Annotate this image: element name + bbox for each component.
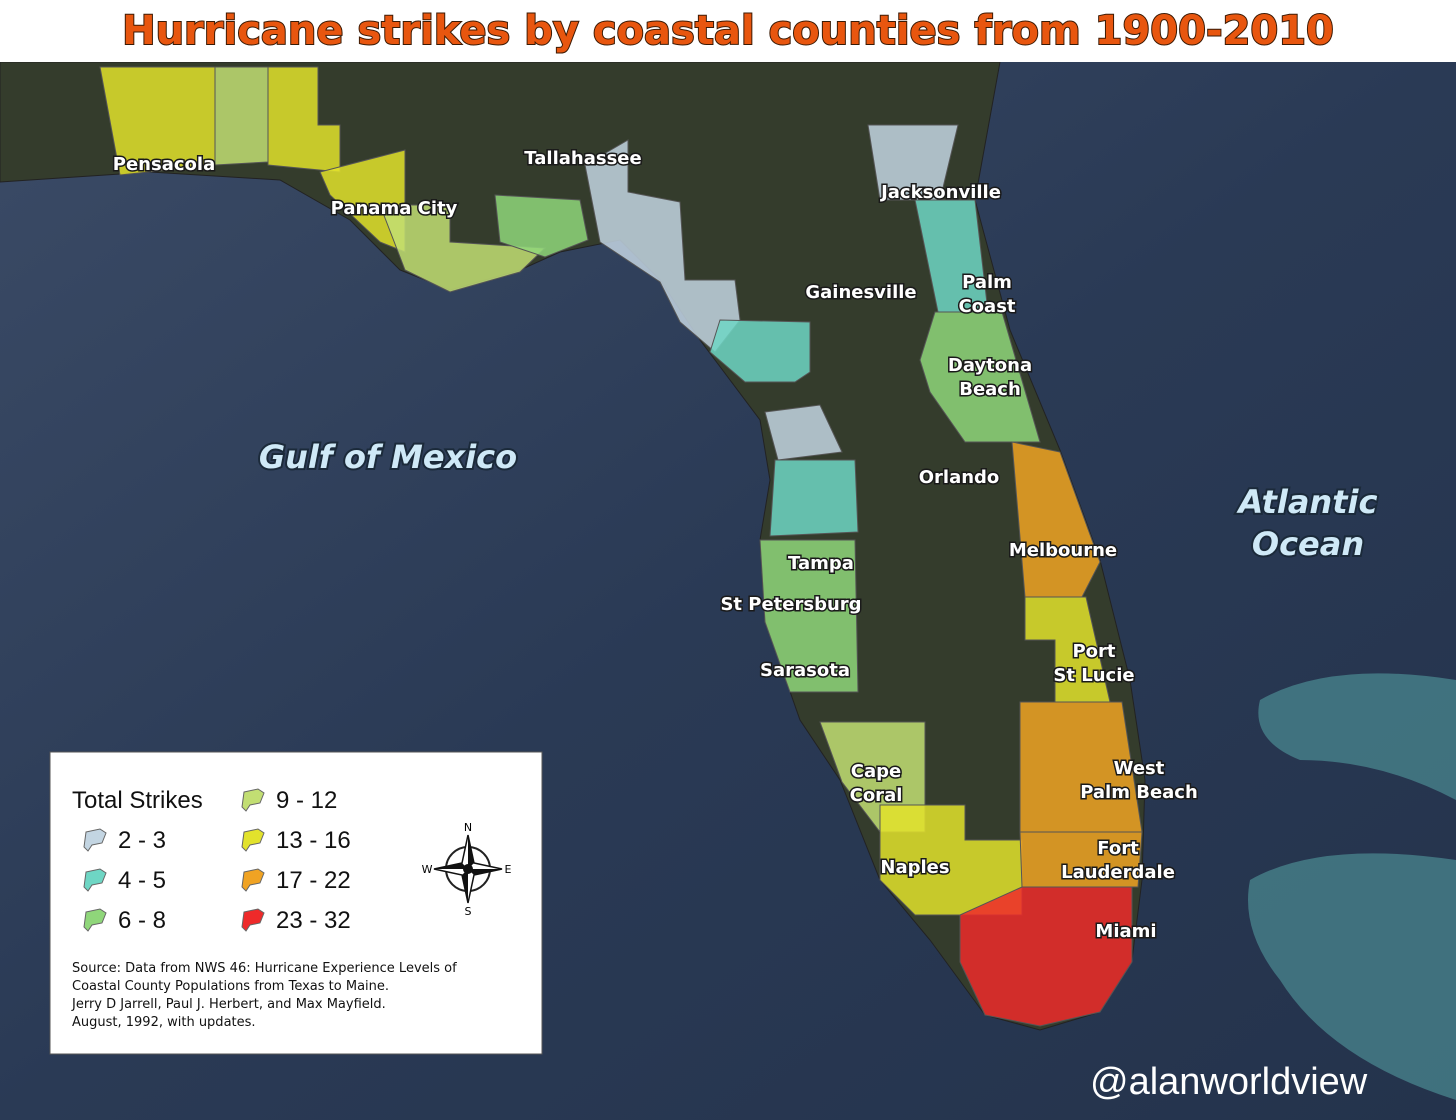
city-label: Coral [850,785,903,806]
source-note: Source: Data from NWS 46: Hurricane Expe… [71,961,457,1030]
source-line: Coastal County Populations from Texas to… [72,979,389,994]
compass-w: W [422,863,433,876]
bahamas [1248,673,1456,1100]
legend-swatch [83,908,107,932]
county [379,204,547,293]
county [919,311,1041,443]
source-line: Source: Data from NWS 46: Hurricane Expe… [72,961,457,976]
legend-label: 9 - 12 [276,787,337,814]
county [267,66,341,173]
water-label: Atlantic [1236,483,1378,521]
city-label: Miami [1095,921,1156,942]
city-label: Lauderdale [1061,862,1175,883]
city-label: Coast [958,296,1015,317]
county [764,404,843,461]
city-label: Gainesville [805,282,916,303]
city-label: Palm Beach [1080,782,1198,803]
county [769,459,859,537]
legend-box [49,751,543,1055]
legend-swatch [83,828,107,852]
legend-label: 2 - 3 [118,827,166,854]
city-label: Cape [851,761,901,782]
legend-title: Total Strikes [72,787,203,814]
legend-swatch [83,868,107,892]
compass-s: S [465,905,472,918]
city-label: Palm [962,272,1012,293]
county [959,886,1133,1027]
compass-e: E [505,863,512,876]
county [319,149,406,253]
city-label: St Lucie [1053,665,1134,686]
city-label: Beach [959,379,1021,400]
county [1011,441,1101,598]
city-label: Melbourne [1009,540,1117,561]
county [494,194,589,258]
compass: N E S W [422,821,512,918]
city-label: Jacksonville [879,182,1001,203]
county [759,539,859,693]
legend-items: 2 - 3 4 - 5 6 - 8 9 - 12 13 - 16 17 - 22 23 - … [83,787,351,934]
county [1019,831,1143,888]
compass-n: N [464,821,472,834]
source-line: Jerry D Jarrell, Paul J. Herbert, and Ma… [71,997,386,1012]
legend-label: 17 - 22 [276,867,351,894]
city-label: Sarasota [760,660,850,681]
counties [99,66,1143,1027]
legend-label: 23 - 32 [276,907,351,934]
legend-label: 4 - 5 [118,867,166,894]
city-label: Port [1072,641,1115,662]
city-label: Fort [1097,838,1139,859]
city-label: Orlando [919,467,1000,488]
compass-center [463,864,473,874]
legend-swatch [241,788,265,812]
county [584,139,741,353]
city-label: Pensacola [113,154,215,175]
city-label: Daytona [948,355,1032,376]
legend-swatch [241,868,265,892]
watermark: @alanworldview [1090,1061,1368,1103]
legend-swatch [241,828,265,852]
city-label: Tallahassee [524,148,641,169]
city-label: West [1114,758,1165,779]
city-label: Tampa [788,553,854,574]
legend-label: 6 - 8 [118,907,166,934]
legend-label: 13 - 16 [276,827,351,854]
city-label: Panama City [331,198,458,219]
county [709,319,811,383]
title: Hurricane strikes by coastal counties fr… [122,8,1334,54]
city-label: Naples [880,857,949,878]
city-label: St Petersburg [720,594,861,615]
water-label: Ocean [1252,525,1364,563]
source-line: August, 1992, with updates. [72,1015,256,1030]
county [214,66,269,166]
title-bar [0,0,1456,62]
compass-shade [434,835,502,903]
labels: Gulf of Mexico Atlantic Ocean Pensacola Pana… [111,147,1379,944]
water-label: Gulf of Mexico [259,438,517,476]
legend-swatch [241,908,265,932]
